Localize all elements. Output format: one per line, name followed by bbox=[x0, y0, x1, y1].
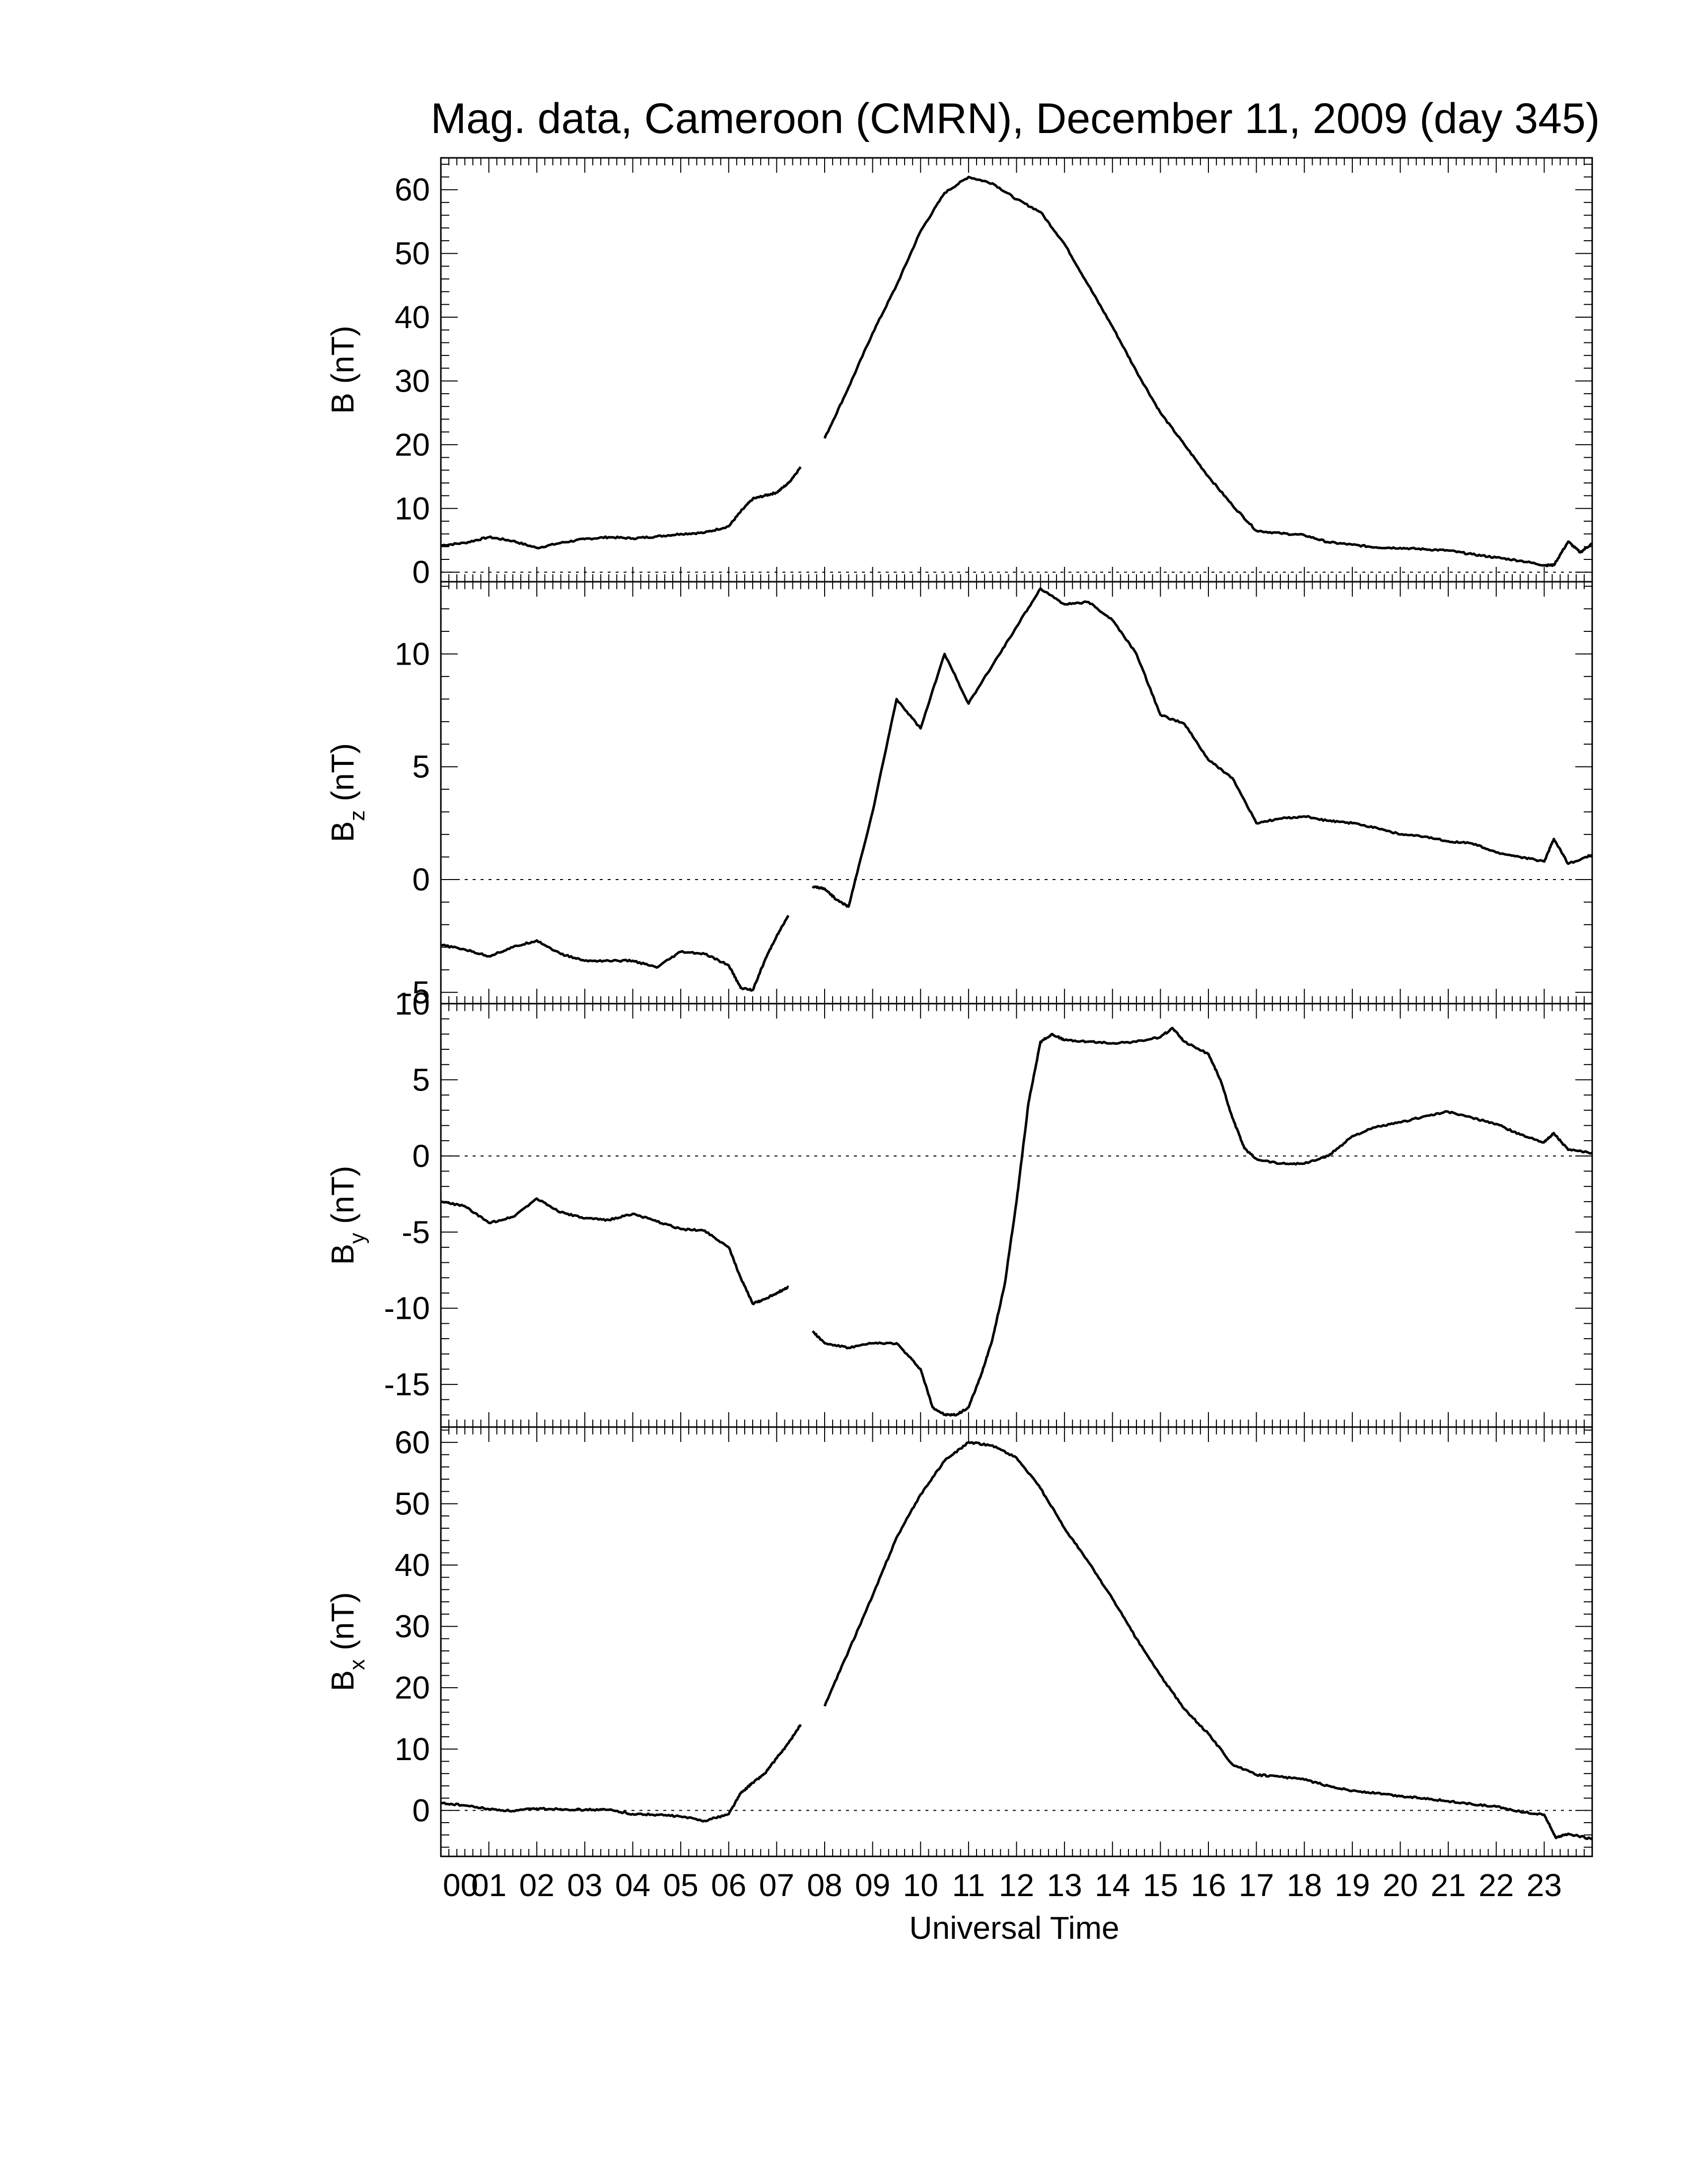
y-tick-label: 10 bbox=[395, 986, 430, 1022]
y-tick-label: 60 bbox=[395, 1425, 430, 1460]
y-tick-label: 50 bbox=[395, 236, 430, 272]
y-axis-label-Bx: Bx (nT) bbox=[325, 1592, 369, 1692]
figure-title: Mag. data, Cameroon (CMRN), December 11,… bbox=[431, 95, 1600, 142]
y-tick-label: 5 bbox=[412, 749, 430, 785]
y-tick-label: 20 bbox=[395, 427, 430, 463]
x-tick-label: 03 bbox=[567, 1867, 602, 1903]
panel-Bz: -5 0 5 10 Bz (nT) bbox=[325, 581, 1593, 1010]
x-tick-label: 21 bbox=[1431, 1867, 1466, 1903]
y-tick-label: 0 bbox=[412, 554, 430, 590]
y-axis-label-main: B (nT) bbox=[325, 326, 360, 414]
x-tick-label: 11 bbox=[952, 1867, 985, 1903]
x-axis-label: Universal Time bbox=[909, 1910, 1119, 1946]
y-tick-label: -5 bbox=[402, 1214, 430, 1250]
y-tick-label: -15 bbox=[384, 1366, 430, 1402]
y-tick-label: -5 bbox=[402, 974, 430, 1010]
x-tick-label: 18 bbox=[1287, 1867, 1322, 1903]
x-tick-label: 02 bbox=[519, 1867, 555, 1903]
y-tick-label: 5 bbox=[412, 1062, 430, 1097]
series-line-Bz bbox=[440, 587, 1593, 992]
x-tick-label: 15 bbox=[1143, 1867, 1178, 1903]
y-axis-label-unit: (nT) bbox=[325, 1166, 360, 1233]
x-tick-label: 07 bbox=[759, 1867, 794, 1903]
y-tick-label: 10 bbox=[395, 1731, 430, 1767]
x-tick-label: 04 bbox=[615, 1867, 650, 1903]
x-tick-label: 00 bbox=[443, 1867, 478, 1903]
y-tick-label: 30 bbox=[395, 1609, 430, 1644]
panel-By: -15 -10 -5 0 5 10 By (nT) bbox=[325, 986, 1593, 1428]
y-axis-label-main: B bbox=[325, 1670, 360, 1692]
y-tick-label: -10 bbox=[384, 1291, 430, 1326]
y-axis-label-unit: (nT) bbox=[325, 743, 360, 810]
y-tick-label: 0 bbox=[412, 862, 430, 897]
panel-B: 0 10 20 30 40 50 60 B (nT) bbox=[325, 157, 1593, 590]
x-tick-label: 09 bbox=[855, 1867, 890, 1903]
y-tick-label: 30 bbox=[395, 363, 430, 399]
x-tick-label: 19 bbox=[1335, 1867, 1370, 1903]
x-tick-label: 12 bbox=[999, 1867, 1034, 1903]
x-tick-label: 17 bbox=[1239, 1867, 1274, 1903]
y-tick-label: 20 bbox=[395, 1670, 430, 1706]
y-axis-label-unit: (nT) bbox=[325, 1592, 360, 1659]
x-tick-label: 22 bbox=[1478, 1867, 1514, 1903]
y-axis-label-By: By (nT) bbox=[325, 1166, 369, 1265]
y-axis-label-subscript: x bbox=[345, 1659, 369, 1670]
y-tick-label: 10 bbox=[395, 636, 430, 672]
y-axis-label-Bz: Bz (nT) bbox=[325, 743, 369, 842]
x-tick-label: 13 bbox=[1047, 1867, 1082, 1903]
series-line-B bbox=[440, 176, 1593, 567]
y-tick-label: 40 bbox=[395, 299, 430, 335]
y-axis-label-main: B bbox=[325, 1244, 360, 1265]
x-tick-label: 05 bbox=[663, 1867, 699, 1903]
y-tick-label: 10 bbox=[395, 490, 430, 526]
panel-Bx: 0 10 20 30 40 50 60 Bx (nT) bbox=[325, 1425, 1593, 1857]
y-axis-label-main: B bbox=[325, 821, 360, 842]
y-axis-label-subscript: z bbox=[345, 810, 369, 821]
y-tick-label: 0 bbox=[412, 1138, 430, 1174]
x-tick-label: 20 bbox=[1383, 1867, 1418, 1903]
x-tick-label: 01 bbox=[471, 1867, 506, 1903]
y-tick-label: 0 bbox=[412, 1792, 430, 1828]
x-tick-label: 16 bbox=[1191, 1867, 1226, 1903]
x-tick-label: 08 bbox=[807, 1867, 842, 1903]
x-tick-label: 10 bbox=[903, 1867, 938, 1903]
series-line-By bbox=[440, 1026, 1593, 1417]
y-axis-label-B: B (nT) bbox=[325, 326, 360, 414]
x-tick-label: 14 bbox=[1095, 1867, 1130, 1903]
series-line-Bx bbox=[440, 1441, 1593, 1841]
x-tick-label: 06 bbox=[711, 1867, 746, 1903]
y-axis-label-subscript: y bbox=[345, 1233, 369, 1244]
y-tick-label: 40 bbox=[395, 1547, 430, 1583]
y-tick-label: 50 bbox=[395, 1486, 430, 1521]
x-tick-label: 23 bbox=[1527, 1867, 1562, 1903]
y-tick-label: 60 bbox=[395, 172, 430, 207]
